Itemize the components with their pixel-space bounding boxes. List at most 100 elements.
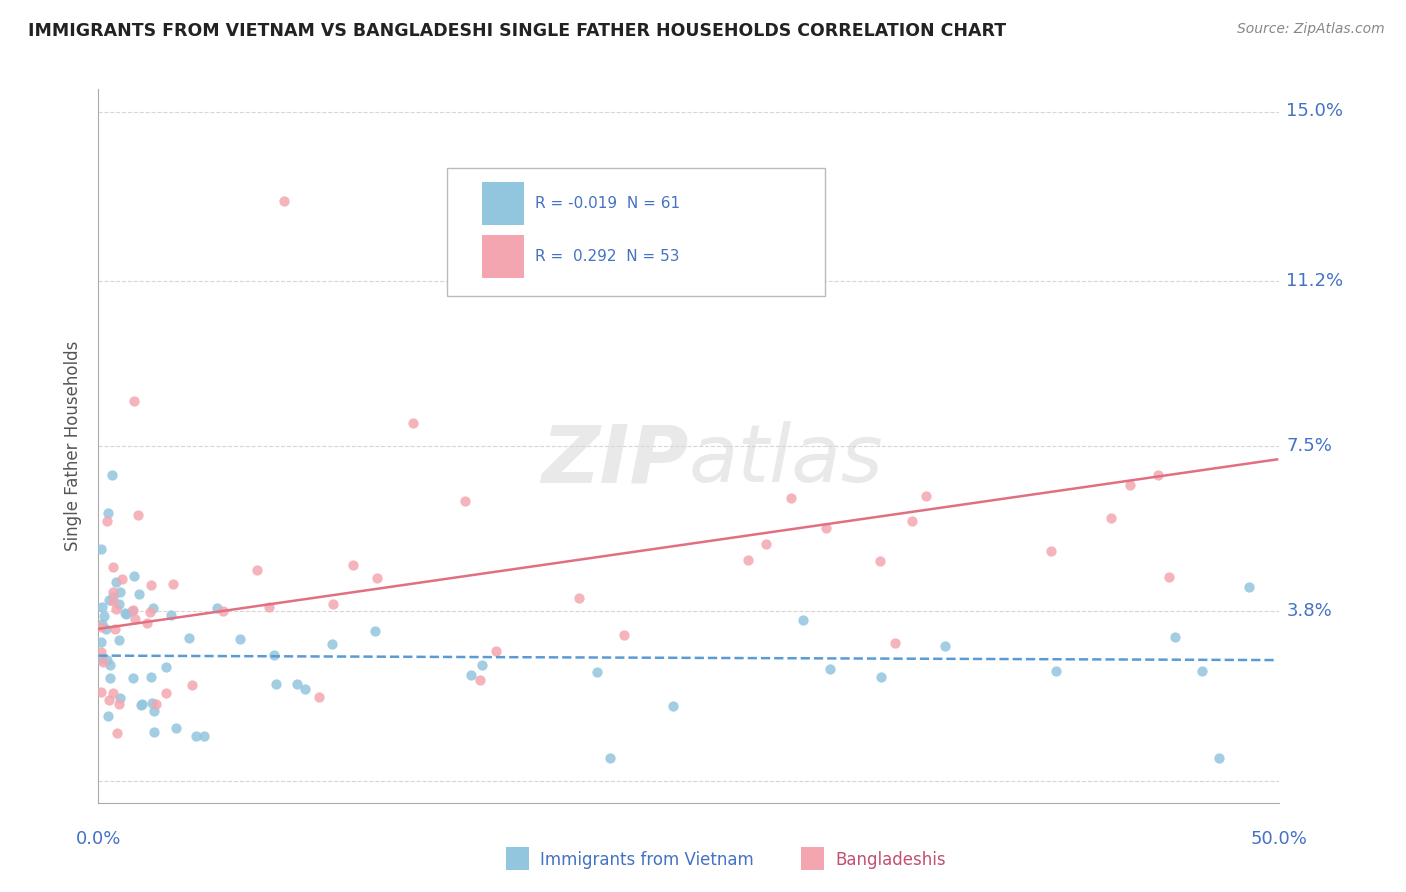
Point (122, 603, 145, 617)
Point (264, 677, 287, 691)
Point (104, 622, 127, 636)
Point (107, 697, 129, 711)
Point (103, 585, 125, 599)
Point (321, 597, 343, 611)
Point (91, 617, 114, 632)
Text: 3.8%: 3.8% (1286, 602, 1333, 620)
Point (585, 665, 607, 680)
Point (780, 491, 803, 505)
Point (364, 624, 387, 639)
Point (662, 699, 685, 714)
Point (211, 604, 233, 618)
Point (108, 585, 131, 599)
Point (108, 690, 131, 705)
Point (122, 394, 145, 409)
Text: 7.5%: 7.5% (1286, 437, 1333, 455)
Point (94, 622, 117, 636)
Point (755, 537, 778, 551)
Point (139, 578, 162, 592)
Point (914, 489, 936, 503)
Point (91, 656, 114, 670)
Point (1239, 581, 1261, 595)
Point (100, 671, 122, 685)
Point (1146, 468, 1168, 483)
Point (263, 648, 285, 662)
Text: R = -0.019  N = 61: R = -0.019 N = 61 (536, 196, 681, 211)
Point (97, 506, 120, 520)
Text: atlas: atlas (689, 421, 884, 500)
Point (1208, 751, 1230, 765)
Point (98, 658, 121, 673)
Point (98, 592, 121, 607)
Point (342, 558, 364, 573)
Text: 11.2%: 11.2% (1286, 272, 1344, 290)
Point (104, 602, 127, 616)
Point (792, 613, 814, 627)
Point (121, 672, 143, 686)
Point (257, 599, 280, 614)
Point (142, 600, 165, 615)
Point (165, 721, 187, 735)
Point (737, 553, 759, 567)
Point (90, 635, 112, 649)
Point (1191, 664, 1213, 678)
Text: Source: ZipAtlas.com: Source: ZipAtlas.com (1237, 22, 1385, 37)
Point (111, 572, 134, 586)
Point (115, 607, 138, 622)
Bar (482, 182, 523, 225)
Point (128, 587, 150, 601)
Point (121, 604, 143, 618)
Point (105, 575, 128, 590)
Point (205, 601, 228, 615)
Point (184, 729, 207, 743)
Text: IMMIGRANTS FROM VIETNAM VS BANGLADESHI SINGLE FATHER HOUSEHOLDS CORRELATION CHAR: IMMIGRANTS FROM VIETNAM VS BANGLADESHI S… (28, 22, 1007, 40)
Point (1099, 510, 1122, 524)
Text: 50.0%: 50.0% (1251, 830, 1308, 847)
Point (141, 696, 163, 710)
Point (869, 670, 891, 684)
Point (246, 564, 269, 578)
Point (155, 686, 177, 700)
Point (321, 637, 343, 651)
Point (454, 494, 477, 508)
Point (613, 627, 636, 641)
Point (105, 725, 128, 739)
Point (485, 644, 508, 658)
Point (101, 590, 124, 604)
Point (1045, 665, 1067, 679)
Point (101, 594, 124, 608)
Point (129, 698, 152, 712)
Point (460, 668, 482, 682)
Point (471, 657, 494, 672)
Point (815, 521, 838, 535)
Point (101, 685, 124, 699)
Point (229, 632, 252, 646)
Point (1119, 477, 1142, 491)
Point (143, 704, 166, 718)
Point (145, 698, 167, 712)
Point (1159, 570, 1181, 584)
Point (181, 678, 204, 692)
Point (124, 612, 146, 626)
Point (101, 560, 124, 574)
Point (273, 194, 295, 208)
Y-axis label: Single Father Households: Single Father Households (65, 341, 83, 551)
Point (468, 673, 491, 687)
Point (90, 644, 112, 658)
Point (90, 541, 112, 556)
Point (869, 554, 891, 568)
Point (131, 697, 153, 711)
Point (883, 636, 905, 650)
Text: ZIP: ZIP (541, 421, 689, 500)
Point (107, 632, 129, 647)
Point (136, 616, 159, 631)
Point (160, 608, 183, 623)
Point (142, 724, 165, 739)
Point (366, 571, 388, 585)
Point (901, 514, 924, 528)
Point (97, 709, 120, 723)
Point (287, 677, 309, 691)
Point (90, 685, 112, 699)
Point (91, 600, 114, 615)
Point (1039, 543, 1062, 558)
